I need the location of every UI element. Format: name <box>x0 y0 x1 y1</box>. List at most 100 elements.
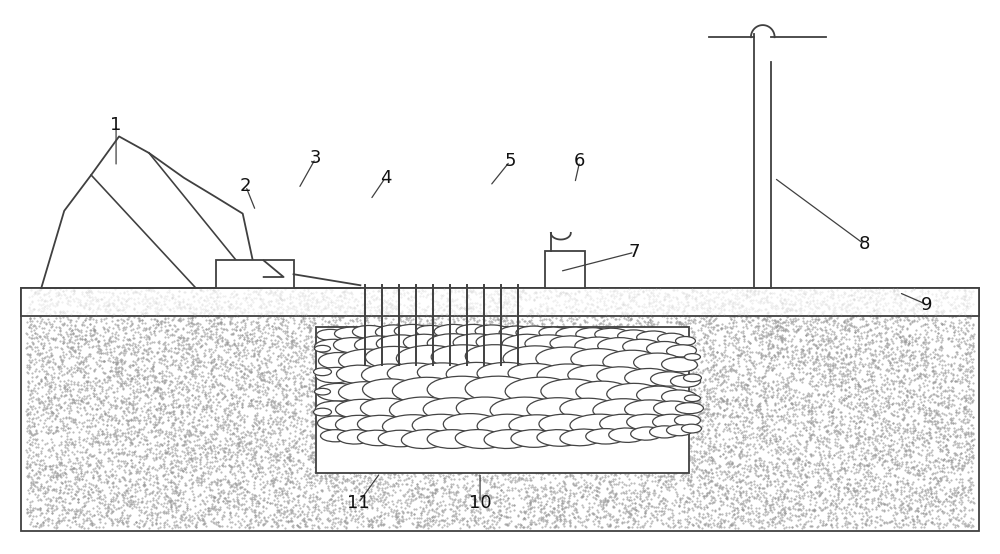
Ellipse shape <box>508 363 564 384</box>
Ellipse shape <box>503 346 565 370</box>
Ellipse shape <box>537 430 581 447</box>
Ellipse shape <box>362 364 413 384</box>
Ellipse shape <box>315 388 330 395</box>
Ellipse shape <box>667 345 696 357</box>
Ellipse shape <box>568 365 622 385</box>
Bar <box>545 250 585 288</box>
Ellipse shape <box>667 425 692 436</box>
Text: 11: 11 <box>347 494 370 512</box>
Ellipse shape <box>477 362 535 384</box>
Ellipse shape <box>647 341 682 356</box>
Ellipse shape <box>401 429 449 449</box>
Ellipse shape <box>319 352 358 369</box>
Ellipse shape <box>490 397 556 422</box>
Ellipse shape <box>499 326 531 338</box>
Ellipse shape <box>315 345 330 352</box>
Bar <box>316 327 689 473</box>
Bar <box>216 260 294 288</box>
Ellipse shape <box>607 383 659 403</box>
Ellipse shape <box>625 400 675 419</box>
Ellipse shape <box>357 430 397 446</box>
Ellipse shape <box>456 397 520 422</box>
Ellipse shape <box>375 325 409 338</box>
Ellipse shape <box>586 429 626 444</box>
Ellipse shape <box>662 390 697 404</box>
Ellipse shape <box>434 325 470 338</box>
Ellipse shape <box>560 429 604 446</box>
Ellipse shape <box>456 325 490 337</box>
Ellipse shape <box>676 336 695 345</box>
Ellipse shape <box>631 427 663 440</box>
Ellipse shape <box>427 334 475 351</box>
Ellipse shape <box>539 414 595 435</box>
Ellipse shape <box>637 386 680 404</box>
Ellipse shape <box>598 337 642 354</box>
Ellipse shape <box>625 368 670 386</box>
Ellipse shape <box>431 345 495 369</box>
Ellipse shape <box>394 325 430 337</box>
Ellipse shape <box>360 398 416 419</box>
Ellipse shape <box>403 334 449 352</box>
Ellipse shape <box>416 325 448 338</box>
Ellipse shape <box>453 334 499 351</box>
Ellipse shape <box>570 414 624 434</box>
Ellipse shape <box>365 346 425 370</box>
Bar <box>21 288 979 531</box>
Ellipse shape <box>352 326 388 338</box>
Ellipse shape <box>316 401 355 417</box>
Ellipse shape <box>684 353 700 360</box>
Ellipse shape <box>315 339 350 353</box>
Ellipse shape <box>336 399 385 418</box>
Ellipse shape <box>516 326 552 339</box>
Text: 2: 2 <box>240 177 251 195</box>
Ellipse shape <box>671 375 700 387</box>
Ellipse shape <box>357 416 407 434</box>
Ellipse shape <box>684 395 700 402</box>
Ellipse shape <box>676 403 703 414</box>
Ellipse shape <box>658 333 685 344</box>
Ellipse shape <box>595 328 631 341</box>
Ellipse shape <box>387 363 443 384</box>
Ellipse shape <box>382 415 438 436</box>
Ellipse shape <box>527 398 589 421</box>
Ellipse shape <box>637 331 668 343</box>
Ellipse shape <box>675 415 700 426</box>
Ellipse shape <box>455 429 505 449</box>
Ellipse shape <box>412 414 470 437</box>
Ellipse shape <box>556 327 592 340</box>
Ellipse shape <box>465 345 531 370</box>
Ellipse shape <box>417 363 473 384</box>
Ellipse shape <box>575 337 619 353</box>
Ellipse shape <box>334 327 366 339</box>
Ellipse shape <box>314 368 331 376</box>
Ellipse shape <box>576 381 632 403</box>
Ellipse shape <box>537 364 593 385</box>
Ellipse shape <box>443 414 503 437</box>
Text: 1: 1 <box>110 116 122 135</box>
Text: 9: 9 <box>921 296 933 314</box>
Ellipse shape <box>316 367 355 383</box>
Ellipse shape <box>536 347 598 370</box>
Ellipse shape <box>603 350 656 371</box>
Ellipse shape <box>576 328 610 341</box>
Ellipse shape <box>321 430 350 442</box>
Ellipse shape <box>539 327 571 340</box>
Text: 10: 10 <box>469 494 491 512</box>
Ellipse shape <box>317 330 344 340</box>
Ellipse shape <box>427 430 477 448</box>
Ellipse shape <box>623 339 663 355</box>
Ellipse shape <box>651 372 688 386</box>
Ellipse shape <box>318 416 353 430</box>
Ellipse shape <box>427 376 497 403</box>
Ellipse shape <box>550 336 596 353</box>
Ellipse shape <box>509 415 565 436</box>
Ellipse shape <box>541 379 603 403</box>
Ellipse shape <box>597 367 647 386</box>
Ellipse shape <box>634 353 681 372</box>
Bar <box>21 288 979 316</box>
Ellipse shape <box>505 377 571 403</box>
Text: 5: 5 <box>504 152 516 170</box>
Ellipse shape <box>465 376 535 403</box>
Ellipse shape <box>560 398 620 420</box>
Ellipse shape <box>683 374 701 382</box>
